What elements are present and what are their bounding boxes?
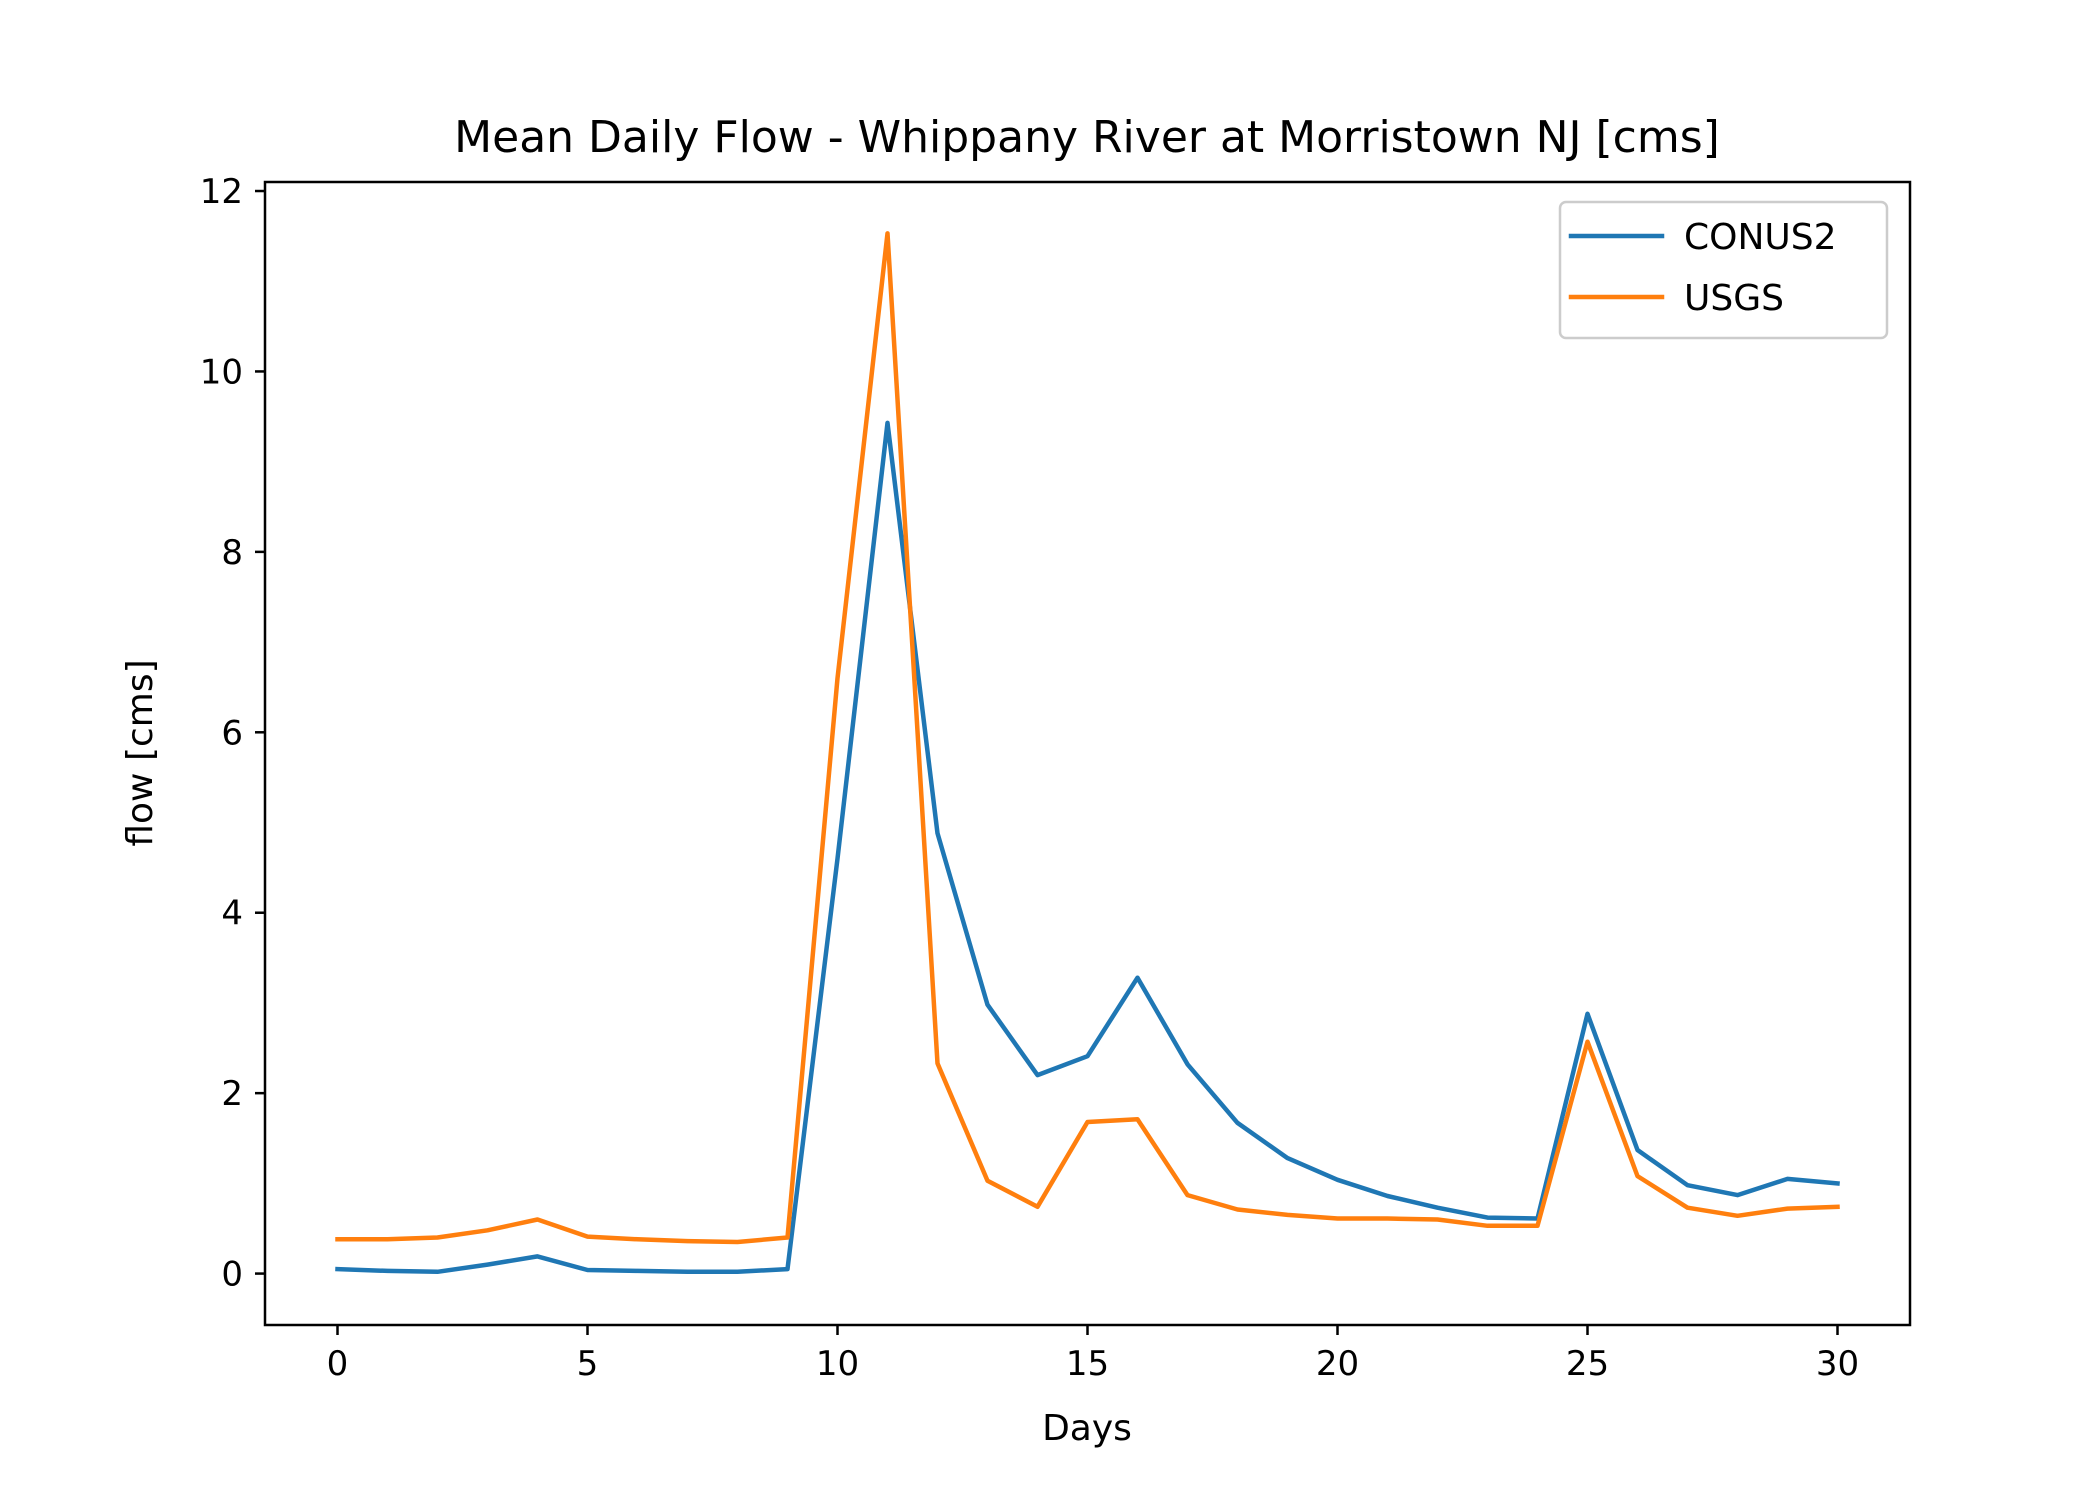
- legend-label-conus2: CONUS2: [1684, 217, 1837, 258]
- x-tick-label: 30: [1816, 1344, 1859, 1384]
- x-tick-label: 25: [1566, 1344, 1609, 1384]
- y-tick-label: 10: [200, 352, 243, 392]
- series-line-conus2: [335, 420, 1840, 1275]
- legend: CONUS2 USGS: [1558, 200, 1889, 340]
- y-tick-label: 2: [221, 1074, 243, 1114]
- x-tick-label: 10: [816, 1344, 859, 1384]
- x-axis: 0 5 10 15 20 25 30: [327, 1325, 1859, 1384]
- y-tick-label: 6: [221, 713, 243, 753]
- series-line-usgs: [335, 231, 1840, 1245]
- y-axis-label: flow [cms]: [120, 659, 161, 846]
- x-tick-label: 20: [1316, 1344, 1359, 1384]
- y-tick-label: 12: [200, 172, 243, 212]
- y-tick-label: 0: [221, 1255, 243, 1295]
- y-axis: 0 2 4 6 8 10 12: [200, 172, 265, 1295]
- series-lines: [335, 231, 1840, 1275]
- x-axis-label: Days: [1042, 1408, 1132, 1449]
- legend-label-usgs: USGS: [1684, 278, 1784, 319]
- y-tick-label: 8: [221, 533, 243, 573]
- chart-title: Mean Daily Flow - Whippany River at Morr…: [454, 112, 1720, 163]
- y-tick-label: 4: [221, 894, 243, 934]
- x-tick-label: 0: [327, 1344, 349, 1384]
- x-tick-label: 15: [1066, 1344, 1109, 1384]
- x-tick-label: 5: [577, 1344, 599, 1384]
